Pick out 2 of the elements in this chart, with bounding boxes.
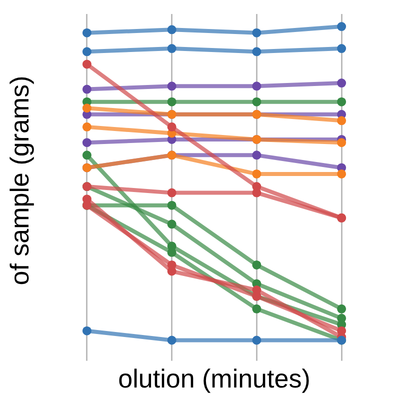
y-axis-title: of sample (grams) xyxy=(4,75,36,285)
x-axis-title: olution (minutes) xyxy=(118,364,310,394)
